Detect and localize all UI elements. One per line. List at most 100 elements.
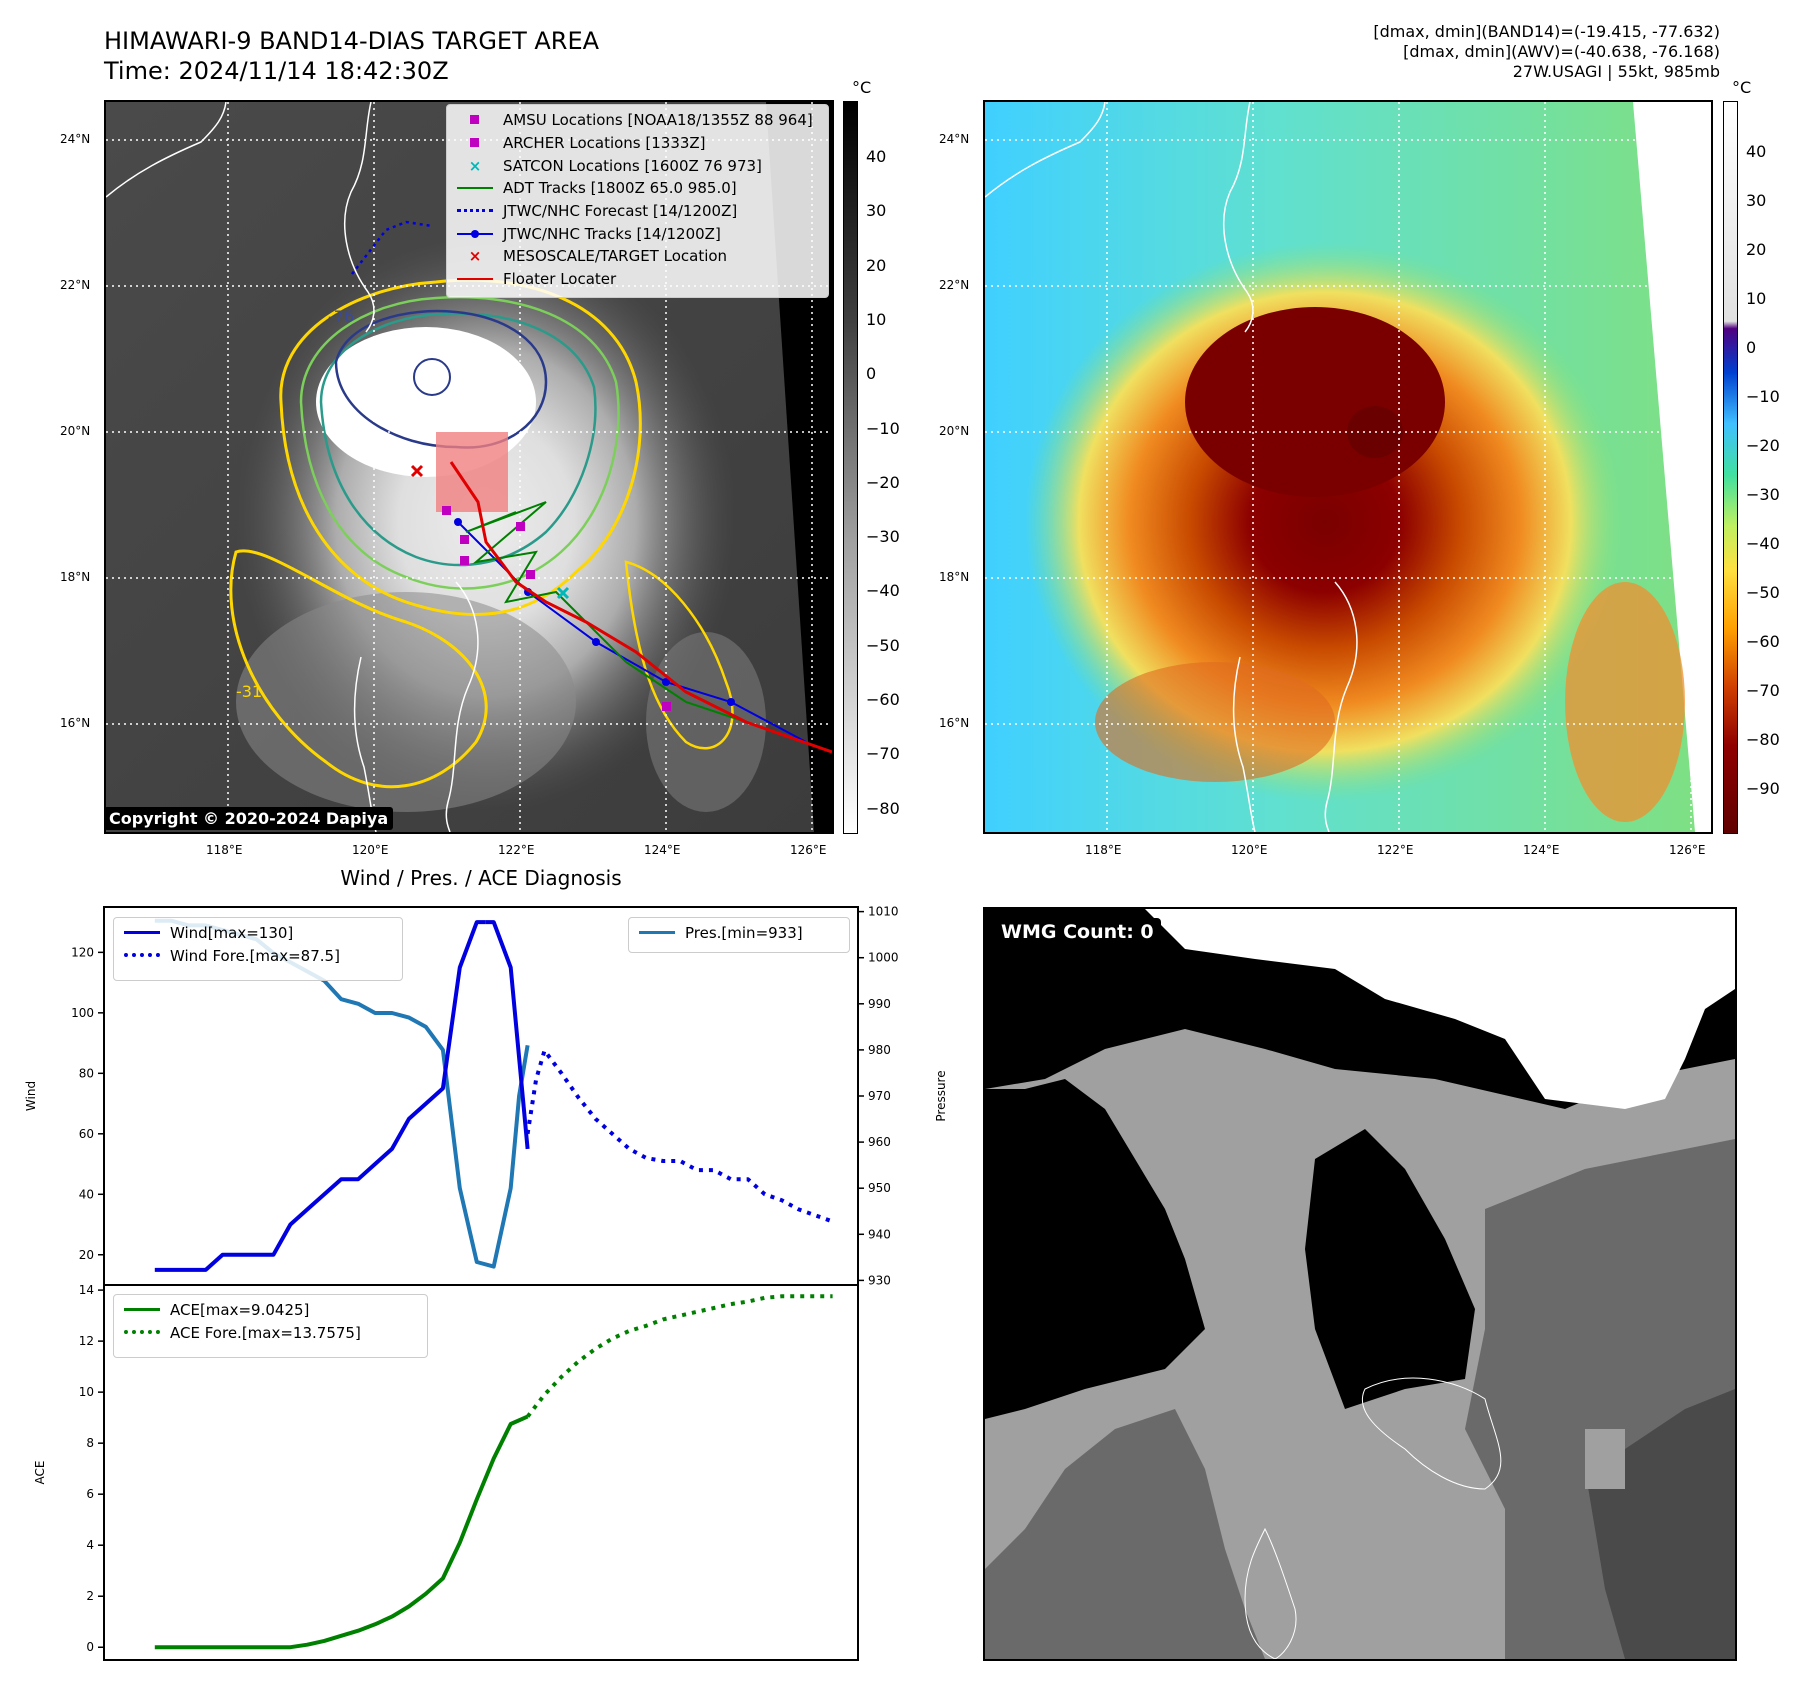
pressure-axis-title: Pressure bbox=[934, 1070, 948, 1121]
ace-legend: ACE[max=9.0425] ACE Fore.[max=13.7575] bbox=[113, 1294, 428, 1358]
enh-lat-22: 22°N bbox=[939, 278, 970, 292]
wmg-black-west bbox=[985, 1079, 1205, 1419]
contour-label-76: -76 bbox=[328, 307, 354, 326]
wind-forecast-series-line bbox=[525, 1048, 834, 1224]
ace-forecast-legend-item: ACE Fore.[max=13.7575] bbox=[122, 1322, 419, 1345]
contour-yellow-south bbox=[229, 549, 488, 789]
wind-axis-title: Wind bbox=[24, 1081, 38, 1111]
left-colorbar-tick: −70 bbox=[866, 744, 900, 764]
enhanced-rainband-east bbox=[1565, 582, 1685, 822]
enhanced-coastline-luzon-west bbox=[1232, 656, 1256, 832]
legend-item-floater: Floater Locater bbox=[455, 268, 820, 291]
enhanced-rainband-south bbox=[1095, 662, 1335, 782]
ace-axis-tick-label: 14 bbox=[79, 1283, 94, 1297]
ir-lat-16: 16°N bbox=[60, 716, 91, 730]
right-colorbar-tick: −60 bbox=[1746, 632, 1780, 651]
wind-axis-tick-label: 100 bbox=[71, 1006, 94, 1020]
enhanced-gridlines bbox=[985, 102, 1711, 832]
pressure-axis-tick-label: 1000 bbox=[868, 951, 899, 965]
enh-lon-120: 120°E bbox=[1231, 843, 1268, 857]
right-colorbar-tick: −90 bbox=[1746, 779, 1780, 798]
ace-axis-tick-label: 12 bbox=[79, 1334, 94, 1348]
amsu-archer-markers bbox=[442, 506, 671, 711]
legend-item-jtwc-tracks: JTWC/NHC Tracks [14/1200Z] bbox=[455, 222, 820, 245]
figure-title-line2: Time: 2024/11/14 18:42:30Z bbox=[104, 57, 449, 85]
enhanced-coastline-luzon-east bbox=[1324, 581, 1358, 832]
contour-green bbox=[299, 295, 620, 590]
contour-yellow-east bbox=[624, 560, 734, 750]
legend-item-target: × MESOSCALE/TARGET Location bbox=[468, 247, 728, 266]
contour-yellow-inner bbox=[279, 278, 642, 616]
legend-item-amsu: AMSU Locations [NOAA18/1355Z 88 964] bbox=[455, 109, 820, 132]
left-colorbar-tick: 0 bbox=[866, 364, 877, 384]
right-colorbar-tick: 10 bbox=[1746, 289, 1767, 308]
left-colorbar-tick: −50 bbox=[866, 635, 900, 655]
left-colorbar-tick: −30 bbox=[866, 527, 900, 547]
ir-lon-118: 118°E bbox=[206, 843, 243, 857]
diagnosis-chart-svg: 2040608010012093094095096097098099010001… bbox=[24, 905, 948, 1661]
wmg-coastline-island bbox=[1361, 1377, 1502, 1490]
pressure-axis-tick-label: 980 bbox=[868, 1043, 891, 1057]
right-colorbar-unit: °C bbox=[1732, 78, 1752, 97]
ir-rainband-south bbox=[236, 592, 576, 812]
adt-track bbox=[465, 501, 747, 723]
wind-axis-tick-label: 80 bbox=[79, 1066, 94, 1080]
left-colorbar-tick: 40 bbox=[866, 147, 887, 166]
right-colorbar-tick: −40 bbox=[1746, 534, 1780, 553]
legend-item-archer: ARCHER Locations [1333Z] bbox=[455, 132, 820, 155]
contour-label-31: -31 bbox=[236, 682, 262, 701]
right-colorbar-tick: 40 bbox=[1746, 142, 1767, 161]
ace-axes bbox=[103, 1284, 859, 1661]
ace-axis-tick-label: 4 bbox=[86, 1538, 94, 1552]
right-colorbar-tick: −70 bbox=[1746, 681, 1780, 700]
ir-lat-24: 24°N bbox=[60, 132, 91, 146]
wmg-coastline-south bbox=[1244, 1527, 1297, 1659]
ir-lon-124: 124°E bbox=[644, 843, 681, 857]
enhanced-cdo-core bbox=[1185, 307, 1445, 497]
ace-series-line bbox=[154, 1414, 529, 1650]
enh-lat-18: 18°N bbox=[939, 570, 970, 584]
storm-info-text: 27W.USAGI | 55kt, 985mb bbox=[1512, 62, 1720, 81]
ace-axis-tick-label: 6 bbox=[86, 1487, 94, 1501]
pressure-axis-tick-label: 1010 bbox=[868, 905, 899, 919]
ir-rainband-east bbox=[646, 632, 766, 812]
enhanced-coastline-taiwan bbox=[1223, 102, 1254, 333]
legend-item-satcon: × SATCON Locations [1600Z 76 973] bbox=[468, 156, 762, 175]
left-colorbar-tick: −20 bbox=[866, 472, 900, 492]
ace-axis-tick-label: 2 bbox=[86, 1589, 94, 1603]
enh-lat-16: 16°N bbox=[939, 716, 970, 730]
pressure-axis-tick-label: 950 bbox=[868, 1181, 891, 1195]
wind-axis-tick-label: 20 bbox=[79, 1248, 94, 1262]
enhanced-map-panel bbox=[983, 100, 1713, 834]
coastline-luzon-east bbox=[445, 581, 479, 832]
ir-lon-122: 122°E bbox=[498, 843, 535, 857]
ir-lat-22: 22°N bbox=[60, 278, 91, 292]
legend-item-jtwc-forecast: JTWC/NHC Forecast [14/1200Z] bbox=[455, 200, 820, 223]
enh-lon-118: 118°E bbox=[1085, 843, 1122, 857]
enh-lon-122: 122°E bbox=[1377, 843, 1414, 857]
ace-forecast-series-line bbox=[526, 1294, 833, 1418]
wind-series-line bbox=[154, 920, 486, 1272]
wmg-panel bbox=[983, 907, 1737, 1661]
left-colorbar-tick: −80 bbox=[866, 798, 900, 818]
diagnosis-title: Wind / Pres. / ACE Diagnosis bbox=[340, 866, 622, 890]
right-colorbar-tick: 0 bbox=[1746, 338, 1757, 357]
pressure-legend: Pres.[min=933] bbox=[628, 917, 850, 953]
map-legend: AMSU Locations [NOAA18/1355Z 88 964] ARC… bbox=[446, 104, 829, 298]
wind-axis-tick-label: 40 bbox=[79, 1187, 94, 1201]
left-colorbar-tick: 20 bbox=[866, 255, 887, 275]
coastline-taiwan bbox=[344, 102, 375, 333]
ace-axis-tick-label: 0 bbox=[86, 1640, 94, 1654]
right-colorbar-tick: 30 bbox=[1746, 191, 1767, 210]
pressure-legend-item: Pres.[min=933] bbox=[637, 922, 841, 945]
ace-legend-item: ACE[max=9.0425] bbox=[122, 1299, 419, 1322]
right-colorbar-tick: 20 bbox=[1746, 240, 1767, 259]
copyright-badge: Copyright © 2020-2024 Dapiya bbox=[104, 807, 394, 830]
left-colorbar-tick: 30 bbox=[866, 201, 887, 221]
ir-lon-120: 120°E bbox=[352, 843, 389, 857]
left-colorbar-tick: −60 bbox=[866, 690, 900, 709]
coastline-china bbox=[106, 102, 227, 198]
wmg-count-badge: WMG Count: 0 bbox=[994, 918, 1161, 946]
left-colorbar bbox=[843, 101, 858, 834]
enhanced-coastline-china bbox=[985, 102, 1106, 198]
